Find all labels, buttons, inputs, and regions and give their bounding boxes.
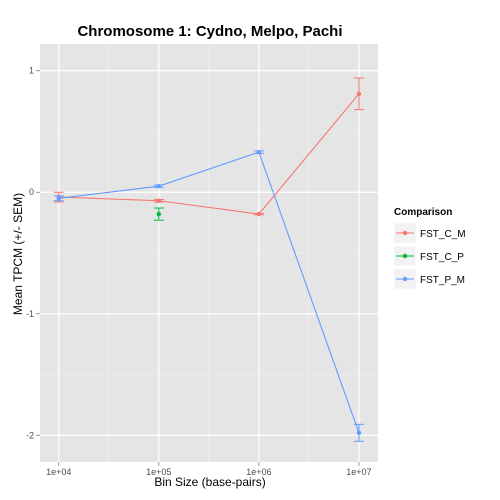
x-tick-label: 1e+05	[146, 467, 171, 477]
legend-item: FST_P_M	[393, 268, 465, 290]
y-tick-label: 1	[29, 66, 34, 76]
series-FST_C_M	[53, 77, 364, 217]
legend-label: FST_C_M	[420, 229, 466, 240]
data-point	[156, 211, 161, 217]
data-point	[356, 430, 362, 436]
legend-marker	[402, 253, 408, 259]
series-FST_P_M	[53, 149, 364, 442]
series	[53, 77, 364, 442]
data-point	[156, 183, 161, 189]
data-point	[56, 196, 61, 201]
chart-title: Chromosome 1: Cydno, Melpo, Pachi	[77, 23, 342, 40]
x-tick-label: 1e+04	[46, 467, 71, 477]
data-point	[356, 91, 362, 97]
legend-marker	[402, 230, 408, 236]
x-tick-label: 1e+06	[246, 467, 271, 477]
y-tick-label: -1	[26, 309, 34, 319]
grid	[40, 44, 378, 462]
data-point	[256, 149, 262, 155]
legend: Comparison FST_C_M FST_C_P FST_P_M	[393, 207, 466, 290]
legend-marker	[402, 276, 408, 282]
x-tick-label: 1e+07	[346, 467, 371, 477]
series-FST_C_P	[153, 207, 164, 221]
data-point	[156, 198, 161, 203]
y-tick-label: -2	[26, 430, 34, 440]
series-line	[58, 151, 360, 434]
legend-label: FST_C_P	[420, 252, 464, 263]
y-axis-title: Mean TPCM (+/- SEM)	[11, 193, 25, 315]
legend-item: FST_C_M	[393, 222, 466, 244]
legend-label: FST_P_M	[420, 275, 465, 286]
legend-title: Comparison	[394, 207, 452, 218]
x-axis-title: Bin Size (base-pairs)	[154, 475, 265, 489]
series-line	[58, 93, 360, 215]
legend-item: FST_C_P	[393, 245, 464, 267]
axis-ticks: 1 0 -1 -2 1e+04 1e+05 1e+06 1e+07	[26, 66, 372, 477]
data-point	[256, 211, 262, 217]
y-tick-label: 0	[29, 187, 34, 197]
